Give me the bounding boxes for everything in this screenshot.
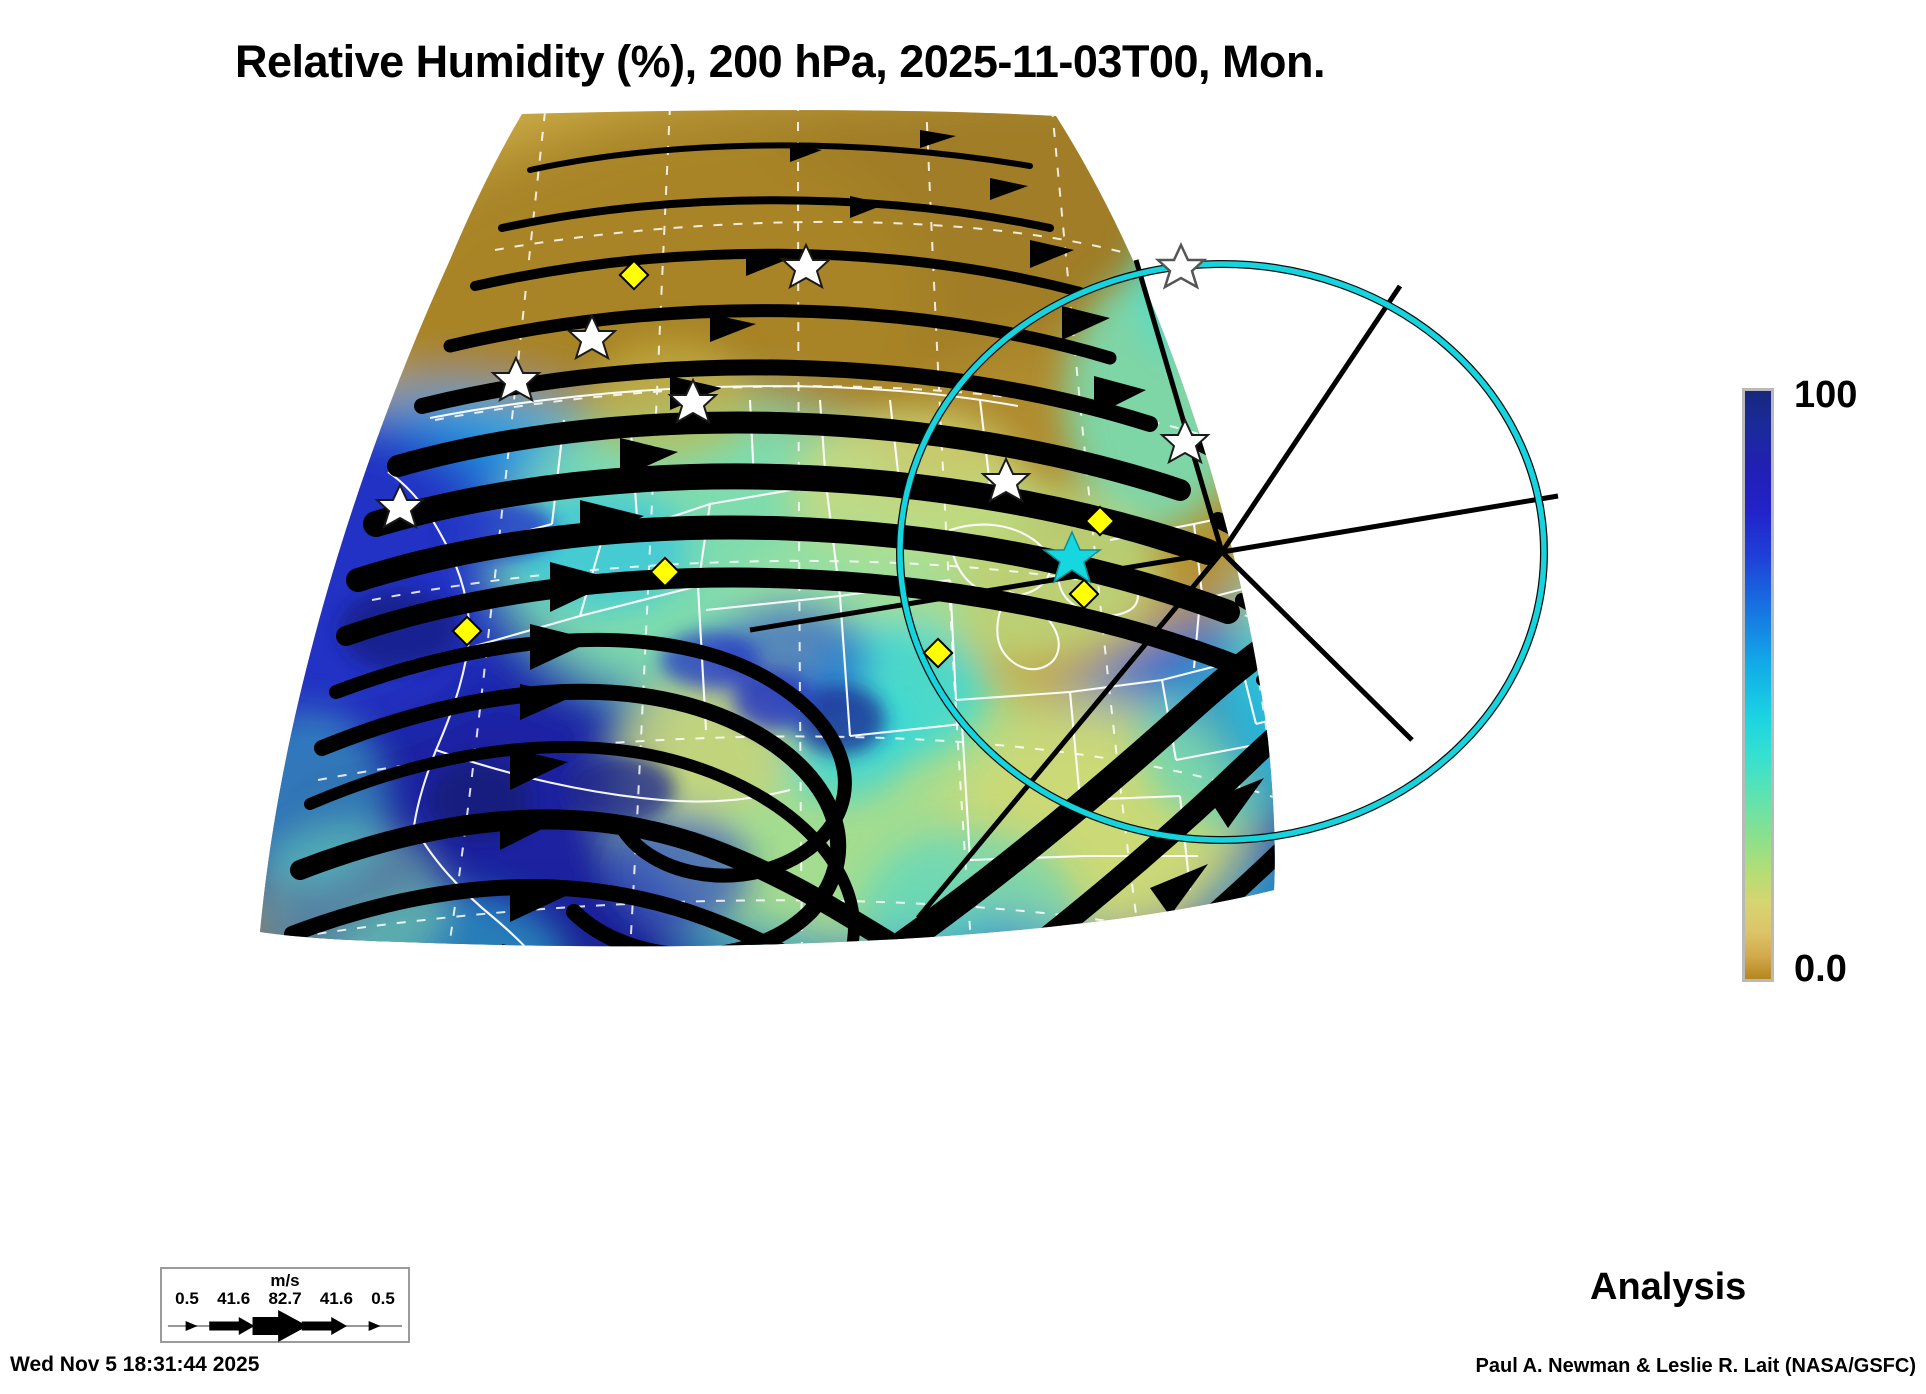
colorbar-min-label: 0.0 — [1794, 948, 1847, 990]
colorbar-max-label: 100 — [1794, 374, 1858, 416]
wind-units-label: m/s — [270, 1271, 300, 1290]
colorbar[interactable]: 100 0.0 — [1742, 374, 1922, 990]
wind-streamlines — [284, 142, 1275, 947]
marker-star-outline[interactable] — [1154, 242, 1208, 290]
station-markers[interactable] — [374, 242, 1211, 669]
relative-humidity-map[interactable] — [150, 100, 1570, 1230]
wind-value-4: 0.5 — [371, 1289, 395, 1308]
author-credit: Paul A. Newman & Leslie R. Lait (NASA/GS… — [1475, 1355, 1916, 1377]
wind-value-1: 41.6 — [217, 1289, 251, 1308]
generation-timestamp: Wed Nov 5 18:31:44 2025 — [10, 1353, 260, 1376]
marker-diamond-yellow[interactable] — [451, 259, 1116, 669]
humidity-field — [260, 110, 1275, 947]
analysis-label: Analysis — [1590, 1266, 1747, 1308]
wind-value-3: 41.6 — [319, 1289, 353, 1308]
wind-legend-values: 0.5 41.6 82.7 41.6 0.5 — [162, 1289, 408, 1309]
wind-arrow-scale-icon — [167, 1310, 403, 1342]
range-ring — [896, 260, 1548, 844]
streamline-arrowheads — [500, 130, 1275, 947]
colorbar-gradient[interactable] — [1742, 388, 1774, 982]
map-panel[interactable] — [150, 100, 1570, 1230]
wind-speed-legend: m/s 0.5 41.6 82.7 41.6 0.5 — [160, 1267, 410, 1343]
marker-star-white[interactable] — [374, 242, 1211, 530]
page-title: Relative Humidity (%), 200 hPa, 2025-11-… — [235, 36, 1325, 87]
wind-value-0: 0.5 — [175, 1289, 199, 1308]
wind-value-2: 82.7 — [268, 1289, 302, 1308]
marker-star-center-cyan[interactable] — [1041, 530, 1103, 584]
flight-radial-lines — [749, 259, 1559, 920]
